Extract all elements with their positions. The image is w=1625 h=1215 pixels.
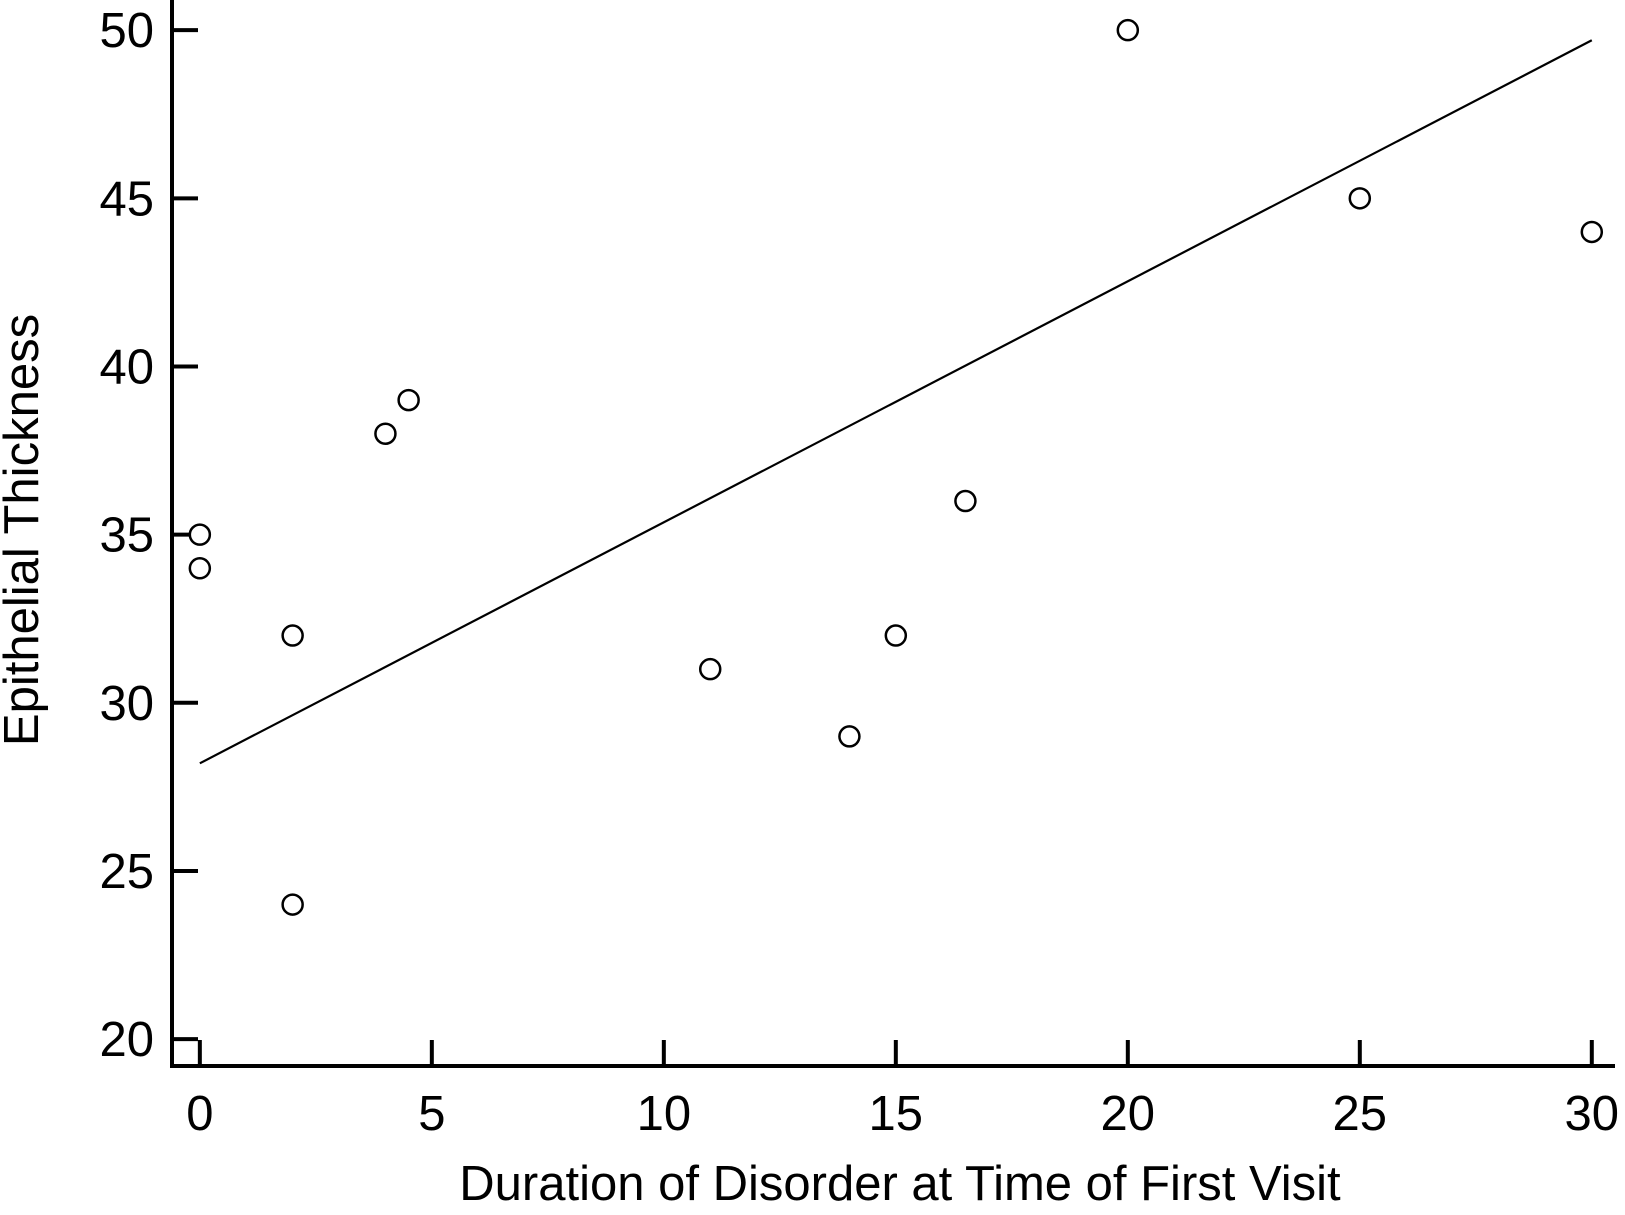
- data-point: [188, 557, 212, 580]
- x-tick-label: 10: [637, 1087, 692, 1141]
- regression-line-group: [199, 39, 1593, 765]
- data-point: [281, 624, 304, 647]
- data-point: [1116, 18, 1140, 42]
- data-point: [698, 657, 722, 681]
- data-point: [281, 893, 304, 916]
- x-tick-label: 15: [869, 1087, 924, 1141]
- x-tick-label: 5: [418, 1087, 445, 1141]
- x-tick-label: 0: [186, 1087, 213, 1141]
- x-tick-label: 20: [1101, 1087, 1156, 1141]
- data-points: [188, 18, 1604, 916]
- y-tick-label: 35: [99, 509, 154, 563]
- data-point: [374, 422, 397, 445]
- y-tick-label: 25: [99, 845, 154, 899]
- y-tick-label: 50: [99, 4, 154, 58]
- data-point: [954, 489, 977, 513]
- data-point: [1348, 187, 1372, 210]
- data-point: [397, 388, 420, 412]
- tick-labels: 0 5 10 15 20 25 30 20 25 30 35 40 45 50: [99, 4, 1619, 1141]
- x-tick-label: 30: [1565, 1087, 1620, 1141]
- y-tick-label: 40: [99, 340, 154, 394]
- data-point: [188, 523, 212, 546]
- data-point: [838, 725, 861, 748]
- axes: [170, 0, 1615, 1068]
- y-tick-label: 45: [99, 172, 154, 226]
- regression-line: [199, 39, 1593, 765]
- x-axis-title: Duration of Disorder at Time of First Vi…: [459, 1157, 1341, 1211]
- y-tick-label: 20: [99, 1013, 154, 1067]
- data-point: [1580, 220, 1604, 244]
- y-tick-label: 30: [99, 677, 154, 731]
- x-tick-label: 25: [1333, 1087, 1388, 1141]
- data-point: [884, 624, 908, 647]
- y-axis-title: Epithelial Thickness: [0, 314, 49, 746]
